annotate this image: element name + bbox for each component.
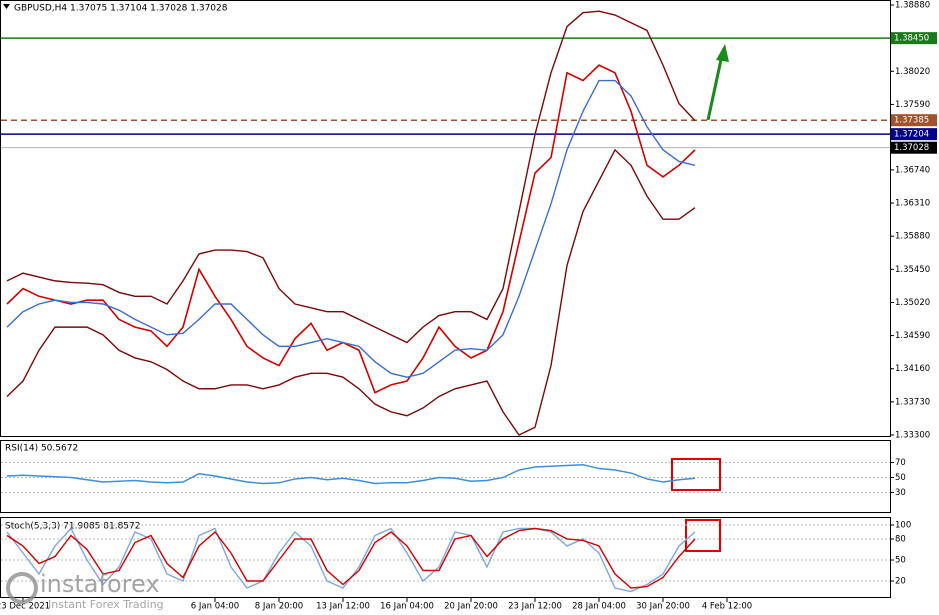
price-panel: [0, 0, 891, 437]
level-label-box: [891, 32, 937, 45]
y-tick-label: 1.34160: [895, 364, 930, 374]
y-tick-label: 1.37590: [895, 100, 930, 110]
series-line: [6, 10, 696, 344]
x-tick-label: 16 Jan 04:00: [380, 602, 434, 612]
x-tick-label: 20 Jan 20:00: [444, 602, 498, 612]
y-tick-label: 50: [895, 473, 906, 483]
x-tick-label: 23 Dec 2021: [0, 602, 50, 612]
y-tick-label: 1.35020: [895, 298, 930, 308]
y-tick-label: 1.33730: [895, 397, 930, 407]
y-tick-label: 1.33300: [895, 430, 930, 440]
y-tick-label: 100: [895, 521, 911, 531]
y-tick-label: 30: [895, 488, 906, 498]
rsi-highlight: [671, 458, 721, 491]
rsi-title: RSI(14) 50.5672: [5, 444, 78, 454]
y-tick-label: 1.36740: [895, 165, 930, 175]
stoch-title: Stoch(5,3,3) 71.9085 81.8572: [5, 522, 140, 532]
y-tick-label: 1.36310: [895, 199, 930, 209]
y-tick-label: 50: [895, 556, 906, 566]
x-tick-label: 6 Jan 04:00: [191, 602, 239, 612]
x-tick-label: 28 Jan 04:00: [572, 602, 626, 612]
series-line: [6, 64, 696, 394]
watermark: instaforex Instant Forex Trading: [6, 570, 164, 611]
x-tick-label: 8 Jan 20:00: [255, 602, 303, 612]
level-label: 1.37028: [894, 143, 929, 153]
y-tick-label: 1.38880: [895, 1, 930, 11]
y-tick-label: 1.35880: [895, 232, 930, 242]
y-tick-label: 80: [895, 535, 906, 545]
stoch-panel: [0, 517, 891, 598]
level-label-box: [891, 141, 937, 154]
series-line: [6, 464, 696, 485]
stoch-highlight: [685, 519, 721, 552]
level-label: 1.37385: [894, 116, 929, 126]
x-tick-label: 30 Jan 20:00: [636, 602, 690, 612]
level-label: 1.38450: [894, 34, 929, 44]
level-label-box: [891, 114, 937, 127]
watermark-tagline: Instant Forex Trading: [48, 598, 164, 611]
chart-title: GBPUSD,H4 1.37075 1.37104 1.37028 1.3702…: [14, 4, 228, 14]
x-tick-label: 4 Feb 12:00: [702, 602, 752, 612]
level-label: 1.37204: [894, 130, 929, 140]
y-tick-label: 1.35450: [895, 265, 930, 275]
series-line: [6, 527, 696, 589]
x-tick-label: 13 Jan 12:00: [316, 602, 370, 612]
y-tick-label: 20: [895, 577, 906, 587]
watermark-logo: [6, 572, 38, 604]
arrow-head: [716, 44, 729, 62]
arrow-shaft: [706, 54, 724, 121]
level-label-box: [891, 128, 937, 141]
x-tick-label: 23 Jan 12:00: [508, 602, 562, 612]
watermark-brand: instaforex: [40, 570, 160, 598]
y-tick-label: 1.34590: [895, 331, 930, 341]
series-line: [6, 79, 696, 378]
y-tick-label: 1.38020: [895, 67, 930, 77]
series-line: [6, 148, 696, 436]
rsi-panel: [0, 440, 891, 513]
menu-icon: [3, 4, 10, 9]
y-tick-label: 70: [895, 458, 906, 468]
